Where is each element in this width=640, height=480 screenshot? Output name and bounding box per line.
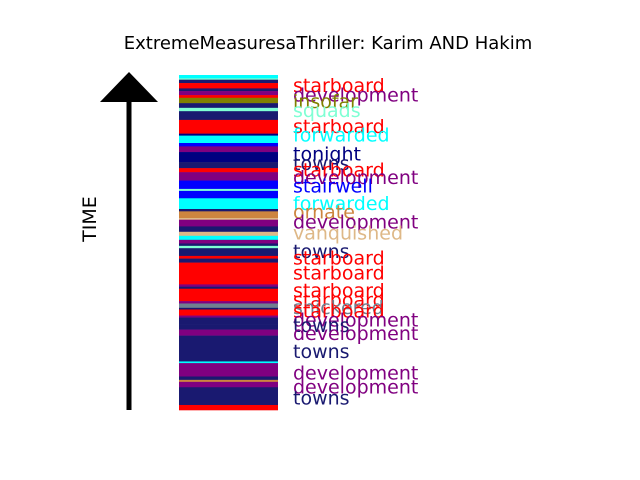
word-label-starboard: starboard xyxy=(293,301,385,323)
stripe-development xyxy=(179,329,278,336)
word-label-stairwell: stairwell xyxy=(293,176,373,198)
word-label-starboard: starboard xyxy=(293,116,385,138)
stripe-towns xyxy=(179,335,278,342)
stripe-squads xyxy=(179,245,278,249)
stripe-snickered xyxy=(179,303,278,309)
stripe-forwarded xyxy=(179,361,278,364)
time-arrow xyxy=(100,72,158,410)
stripe-forwarded xyxy=(179,198,278,210)
word-label-starboard: starboard xyxy=(293,280,385,302)
stripe-towns xyxy=(179,111,278,121)
word-label-towns: towns xyxy=(293,341,350,363)
word-label-starboard: starboard xyxy=(293,263,385,285)
word-label-forwarded: forwarded xyxy=(293,125,390,147)
stripe-towns xyxy=(179,88,278,92)
word-label-tonight: tonight xyxy=(293,144,361,166)
stripe-starboard xyxy=(179,119,278,134)
stripe-vanquished xyxy=(179,231,278,237)
stripe-forwarded xyxy=(179,235,278,241)
stripe-development xyxy=(179,239,278,244)
y-axis-label: TIME xyxy=(79,196,101,243)
word-label-squads: squads xyxy=(293,100,361,122)
stripe-towns xyxy=(179,103,278,109)
stripe-tonight xyxy=(179,133,278,136)
stripe-towns xyxy=(179,341,278,362)
word-label-ornate: ornate xyxy=(293,202,355,224)
word-label-development: development xyxy=(293,323,418,345)
word-label-insofar: insofar xyxy=(293,91,358,113)
stripe-towns xyxy=(179,324,278,330)
stripe-stairwell xyxy=(179,143,278,147)
stripe-towns xyxy=(179,317,278,325)
stripe-stairwell xyxy=(179,190,278,199)
stripe-development xyxy=(179,91,278,96)
stripe-development xyxy=(179,172,278,181)
chart-title: ExtremeMeasuresaThriller: Karim AND Haki… xyxy=(124,33,533,54)
stripe-squads xyxy=(179,188,278,192)
stripe-towns xyxy=(179,286,278,290)
stripe-starboard xyxy=(179,288,278,302)
stripe-starboard xyxy=(179,309,278,316)
stripe-development xyxy=(179,381,278,388)
stripe-stairwell xyxy=(179,180,278,190)
stripe-towns xyxy=(179,258,278,263)
word-label-development: development xyxy=(293,84,418,106)
stripe-tonight xyxy=(179,152,278,163)
word-label-development: development xyxy=(293,212,418,234)
stripe-ornate xyxy=(179,379,278,383)
stripe-squads xyxy=(179,78,278,80)
stripe-development xyxy=(179,146,278,153)
stripe-forwarded xyxy=(179,75,278,79)
stripe-development xyxy=(179,219,278,227)
stripe-forwarded xyxy=(179,135,278,144)
stripe-starboard xyxy=(179,255,278,259)
stripe-towns xyxy=(179,376,278,381)
word-labels: starboarddevelopmentinsofarsquadsstarboa… xyxy=(293,75,418,410)
stripe-band xyxy=(179,75,278,411)
word-label-development: development xyxy=(293,167,418,189)
word-label-snickered: snickered xyxy=(293,297,384,319)
word-label-starboard: starboard xyxy=(293,248,385,270)
word-label-development: development xyxy=(293,310,418,332)
stripe-vanquished xyxy=(179,218,278,221)
stripe-squads xyxy=(179,107,278,112)
stripe-development xyxy=(179,301,278,304)
stripe-development xyxy=(179,363,278,377)
word-label-towns: towns xyxy=(293,388,350,410)
word-label-towns: towns xyxy=(293,241,350,263)
stripe-towns xyxy=(179,307,278,310)
stripe-starboard xyxy=(179,404,278,411)
stripe-starboard xyxy=(179,262,278,285)
word-label-starboard: starboard xyxy=(293,75,385,97)
stripe-starboard xyxy=(179,95,278,99)
stripe-towns xyxy=(179,162,278,169)
word-label-towns: towns xyxy=(293,153,350,175)
stripe-towns xyxy=(179,209,278,212)
stripe-development xyxy=(179,284,278,288)
word-label-forwarded: forwarded xyxy=(293,193,390,215)
stripe-towns xyxy=(179,226,278,233)
stripe-towns xyxy=(179,387,278,406)
word-label-vanquished: vanquished xyxy=(293,222,403,244)
word-label-starboard: starboard xyxy=(293,159,385,181)
word-label-development: development xyxy=(293,362,418,384)
word-label-development: development xyxy=(293,377,418,399)
stripe-starboard xyxy=(179,83,278,89)
stripe-starboard xyxy=(179,168,278,173)
stripe-towns xyxy=(179,248,278,257)
time-arrow-head xyxy=(100,72,158,102)
word-label-towns: towns xyxy=(293,315,350,337)
word-label-starboard: starboard xyxy=(293,289,385,311)
stripe-ornate xyxy=(179,211,278,219)
stripe-towns xyxy=(179,79,278,84)
stripe-towns xyxy=(179,243,278,247)
stripe-insofar xyxy=(179,97,278,104)
stripe-development xyxy=(179,315,278,318)
